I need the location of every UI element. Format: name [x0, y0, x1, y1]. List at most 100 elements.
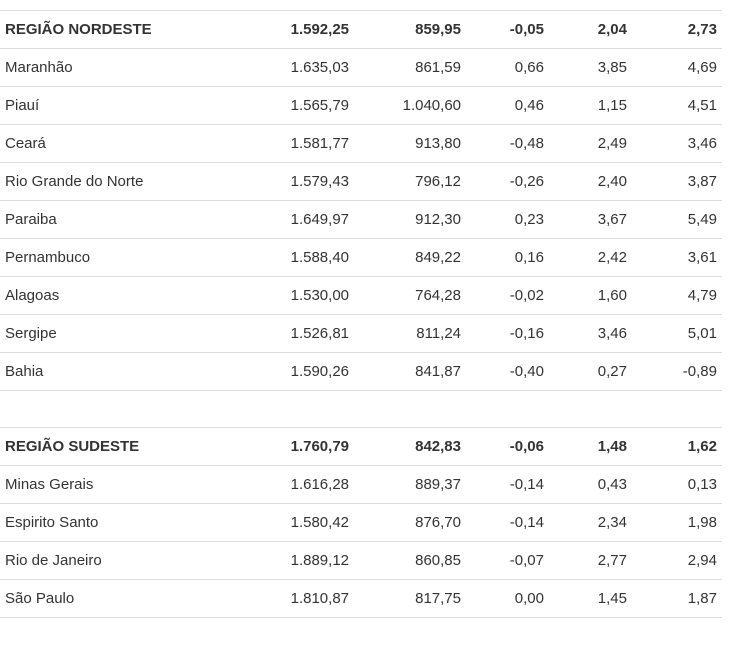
cell-value-1: 1.590,26 [230, 352, 349, 391]
cell-value-2: 841,87 [349, 352, 461, 391]
cell-value-4: 1,48 [544, 427, 627, 466]
state-name: Rio de Janeiro [0, 541, 230, 580]
cell-value-3: -0,14 [461, 503, 544, 542]
cell-value-4: 3,85 [544, 48, 627, 87]
table-row: Minas Gerais 1.616,28 889,37 -0,14 0,43 … [0, 465, 722, 504]
cell-value-4: 1,15 [544, 86, 627, 125]
cell-value-3: -0,02 [461, 276, 544, 315]
cell-value-1: 1.649,97 [230, 200, 349, 239]
table-row: Maranhão 1.635,03 861,59 0,66 3,85 4,69 [0, 48, 722, 87]
cell-value-3: 0,16 [461, 238, 544, 277]
cell-value-1: 1.889,12 [230, 541, 349, 580]
cell-value-1: 1.530,00 [230, 276, 349, 315]
cell-value-5: 0,13 [627, 465, 722, 504]
cell-value-4: 2,34 [544, 503, 627, 542]
cell-value-5: 3,46 [627, 124, 722, 163]
cell-value-1: 1.760,79 [230, 427, 349, 466]
cell-value-5: 4,69 [627, 48, 722, 87]
cell-value-4: 0,27 [544, 352, 627, 391]
cell-value-2: 764,28 [349, 276, 461, 315]
region-name: REGIÃO NORDESTE [0, 10, 230, 49]
cell-value-2: 817,75 [349, 579, 461, 618]
cell-value-4: 2,04 [544, 10, 627, 49]
table-row: Paraiba 1.649,97 912,30 0,23 3,67 5,49 [0, 200, 722, 239]
cell-value-5: -0,89 [627, 352, 722, 391]
cell-value-2: 849,22 [349, 238, 461, 277]
cell-value-1: 1.580,42 [230, 503, 349, 542]
cell-value-1: 1.526,81 [230, 314, 349, 353]
cell-value-4: 1,60 [544, 276, 627, 315]
cell-value-1: 1.579,43 [230, 162, 349, 201]
cell-value-1: 1.810,87 [230, 579, 349, 618]
cell-value-5: 2,94 [627, 541, 722, 580]
cell-value-3: 0,00 [461, 579, 544, 618]
cell-value-5: 4,79 [627, 276, 722, 315]
cell-value-1: 1.581,77 [230, 124, 349, 163]
table-row: Pernambuco 1.588,40 849,22 0,16 2,42 3,6… [0, 238, 722, 277]
cell-value-2: 912,30 [349, 200, 461, 239]
cell-value-3: -0,05 [461, 10, 544, 49]
cell-value-1: 1.592,25 [230, 10, 349, 49]
cell-value-1: 1.635,03 [230, 48, 349, 87]
cell-value-5: 3,87 [627, 162, 722, 201]
cell-value-2: 860,85 [349, 541, 461, 580]
state-name: Sergipe [0, 314, 230, 353]
cell-value-1: 1.565,79 [230, 86, 349, 125]
cell-value-2: 876,70 [349, 503, 461, 542]
table-row: Ceará 1.581,77 913,80 -0,48 2,49 3,46 [0, 124, 722, 163]
cell-value-4: 3,67 [544, 200, 627, 239]
state-name: Minas Gerais [0, 465, 230, 504]
table-row: Espirito Santo 1.580,42 876,70 -0,14 2,3… [0, 503, 722, 542]
table-row: Piauí 1.565,79 1.040,60 0,46 1,15 4,51 [0, 86, 722, 125]
cell-value-5: 1,98 [627, 503, 722, 542]
cell-value-4: 2,40 [544, 162, 627, 201]
table-row: Sergipe 1.526,81 811,24 -0,16 3,46 5,01 [0, 314, 722, 353]
cell-value-4: 2,77 [544, 541, 627, 580]
state-name: Maranhão [0, 48, 230, 87]
state-name: São Paulo [0, 579, 230, 618]
cell-value-5: 5,01 [627, 314, 722, 353]
table-regiao-nordeste: REGIÃO NORDESTE 1.592,25 859,95 -0,05 2,… [0, 10, 722, 391]
cell-value-2: 913,80 [349, 124, 461, 163]
cell-value-1: 1.616,28 [230, 465, 349, 504]
cell-value-2: 811,24 [349, 314, 461, 353]
table-row: Alagoas 1.530,00 764,28 -0,02 1,60 4,79 [0, 276, 722, 315]
state-name: Ceará [0, 124, 230, 163]
region-row-sudeste: REGIÃO SUDESTE 1.760,79 842,83 -0,06 1,4… [0, 427, 722, 466]
cell-value-4: 1,45 [544, 579, 627, 618]
cell-value-3: -0,26 [461, 162, 544, 201]
cell-value-5: 2,73 [627, 10, 722, 49]
cell-value-2: 1.040,60 [349, 86, 461, 125]
table-row: Rio de Janeiro 1.889,12 860,85 -0,07 2,7… [0, 541, 722, 580]
cell-value-3: -0,06 [461, 427, 544, 466]
cell-value-3: -0,14 [461, 465, 544, 504]
cell-value-3: -0,48 [461, 124, 544, 163]
cell-value-2: 889,37 [349, 465, 461, 504]
cell-value-2: 859,95 [349, 10, 461, 49]
cell-value-2: 796,12 [349, 162, 461, 201]
cell-value-3: 0,66 [461, 48, 544, 87]
table-row: Rio Grande do Norte 1.579,43 796,12 -0,2… [0, 162, 722, 201]
cell-value-5: 1,87 [627, 579, 722, 618]
cell-value-3: 0,46 [461, 86, 544, 125]
cell-value-4: 0,43 [544, 465, 627, 504]
cell-value-4: 2,42 [544, 238, 627, 277]
cell-value-5: 3,61 [627, 238, 722, 277]
cell-value-3: -0,07 [461, 541, 544, 580]
table-regiao-sudeste: REGIÃO SUDESTE 1.760,79 842,83 -0,06 1,4… [0, 427, 722, 618]
cell-value-3: 0,23 [461, 200, 544, 239]
cell-value-2: 842,83 [349, 427, 461, 466]
state-name: Bahia [0, 352, 230, 391]
region-row-nordeste: REGIÃO NORDESTE 1.592,25 859,95 -0,05 2,… [0, 10, 722, 49]
cell-value-3: -0,16 [461, 314, 544, 353]
table-row: Bahia 1.590,26 841,87 -0,40 0,27 -0,89 [0, 352, 722, 391]
state-name: Espirito Santo [0, 503, 230, 542]
cell-value-5: 4,51 [627, 86, 722, 125]
state-name: Rio Grande do Norte [0, 162, 230, 201]
cell-value-2: 861,59 [349, 48, 461, 87]
state-name: Alagoas [0, 276, 230, 315]
cell-value-1: 1.588,40 [230, 238, 349, 277]
cell-value-4: 3,46 [544, 314, 627, 353]
cell-value-4: 2,49 [544, 124, 627, 163]
table-row: São Paulo 1.810,87 817,75 0,00 1,45 1,87 [0, 579, 722, 618]
